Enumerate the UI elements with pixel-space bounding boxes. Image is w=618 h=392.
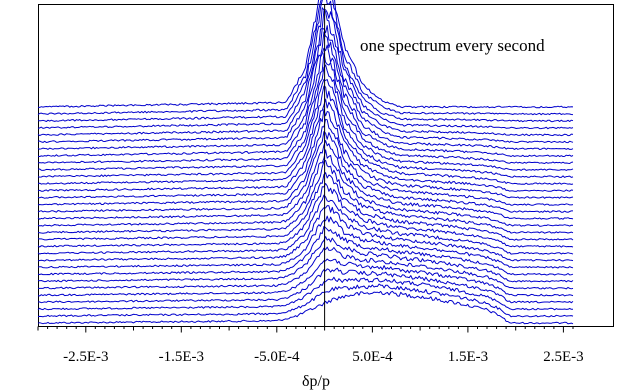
spectrum-line-17 <box>37 131 573 213</box>
spectrum-line-32 <box>37 0 574 109</box>
spectrum-line-29 <box>37 7 574 130</box>
spectrum-line-20 <box>37 98 574 192</box>
x-tick-label: 2.5E-3 <box>543 349 583 365</box>
spectrum-line-11 <box>37 194 574 255</box>
spectrum-line-31 <box>37 0 574 116</box>
spectrum-line-27 <box>37 25 574 144</box>
spectrum-line-24 <box>37 52 574 164</box>
spectrum-line-22 <box>37 79 574 178</box>
spectrum-line-16 <box>37 140 574 220</box>
x-tick-label: -5.0E-4 <box>254 349 300 365</box>
x-tick-label: -1.5E-3 <box>159 349 204 365</box>
spectrum-line-7 <box>37 236 574 283</box>
spectrum-line-4 <box>37 267 574 304</box>
x-tick-label: 5.0E-4 <box>352 349 393 365</box>
spectrum-line-15 <box>37 149 574 227</box>
spectrum-line-6 <box>38 246 574 290</box>
spectrum-line-5 <box>37 258 574 297</box>
x-axis-title: δp/p <box>302 373 330 390</box>
spectrum-line-19 <box>37 108 574 199</box>
spectrum-line-30 <box>38 0 574 123</box>
spectrum-line-23 <box>37 64 574 171</box>
spectrum-line-10 <box>37 205 574 262</box>
spectrum-line-21 <box>37 85 574 185</box>
spectrum-line-9 <box>37 215 574 269</box>
spectrum-line-8 <box>37 226 574 276</box>
spectrum-line-2 <box>37 283 574 318</box>
spectrum-line-18 <box>37 118 574 206</box>
spectrum-line-26 <box>37 31 574 150</box>
spectra-group <box>37 0 574 325</box>
spectrum-line-3 <box>37 276 573 311</box>
spectrum-line-1 <box>37 290 574 325</box>
spectrum-line-12 <box>37 183 574 248</box>
spectrum-line-13 <box>37 172 574 241</box>
plot-frame <box>38 4 614 327</box>
annotation-text: one spectrum every second <box>360 36 545 55</box>
x-tick-label: 1.5E-3 <box>448 349 488 365</box>
spectrum-line-14 <box>37 159 574 234</box>
x-axis-tick-labels: -2.5E-3 -1.5E-3 -5.0E-4 5.0E-4 1.5E-3 2.5E-3 <box>63 349 584 365</box>
x-tick-label: -2.5E-3 <box>63 349 108 365</box>
spectrum-line-25 <box>37 44 574 157</box>
x-axis-ticks <box>37 326 574 333</box>
spectrum-line-28 <box>37 10 574 137</box>
